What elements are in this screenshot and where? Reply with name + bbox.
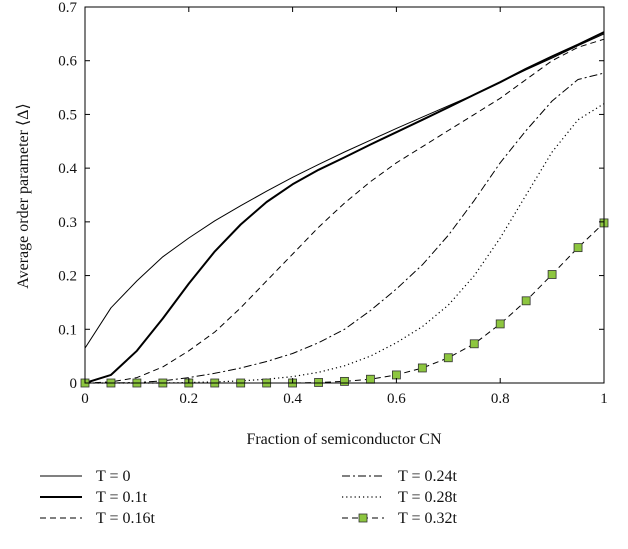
ticks-layer: 0 0.2 0.4 0.6 0.8 1 0 0.1 0.2 0.3 0.4 0.5 0.6 0.7 [58,0,608,407]
legend-label-2: T = 0.1t [96,489,148,506]
y-tick-label: 0.7 [58,0,77,16]
series-6-marker [314,378,323,387]
y-tick-label: 0.2 [58,269,77,285]
x-tick-label: 1 [600,391,608,407]
y-tick-label: 0.4 [58,161,77,177]
legend-label-1: T = 0 [96,468,131,485]
series-6-marker [366,374,375,384]
series-6-marker [340,376,349,386]
x-tick-label: 0 [81,391,89,407]
y-axis-title: Average order parameter ⟨Δ⟩ [15,103,32,288]
x-axis-title: Fraction of semiconductor CN [246,431,442,448]
series-line-5 [85,103,605,384]
series-6-marker [391,370,401,380]
series-6-marker [495,319,505,329]
x-tick-label: 0.4 [283,391,302,407]
axes-layer [84,6,605,384]
series-line-2 [84,31,605,384]
x-tick-label: 0.6 [387,391,406,407]
y-tick-label: 0.5 [58,107,77,123]
legend-label-5: T = 0.28t [398,489,458,506]
legend: T = 0 T = 0.1t T = 0.16t T = 0.24t T = 0.28t… [40,468,458,527]
series-line-3 [84,38,605,384]
series-layer [80,31,609,388]
x-tick-label: 0.8 [491,391,510,407]
y-tick-label: 0.1 [58,322,77,338]
y-tick-label: 0.6 [58,54,77,70]
series-line-6 [85,222,605,384]
series-6-marker [417,363,427,373]
x-tick-label: 0.2 [179,391,198,407]
legend-label-4: T = 0.24t [398,468,458,485]
series-6-marker [521,296,531,306]
y-tick-label: 0 [70,376,78,392]
legend-label-3: T = 0.16t [96,510,156,527]
y-tick-label: 0.3 [58,215,77,231]
series-6-marker [547,270,557,279]
legend-marker [358,513,368,523]
series-6-marker [573,243,583,253]
legend-label-6: T = 0.32t [398,510,458,527]
plot-frame [84,6,605,384]
series-6-marker [443,353,453,363]
series-6-marker [469,339,479,349]
series-line-4 [85,72,605,384]
